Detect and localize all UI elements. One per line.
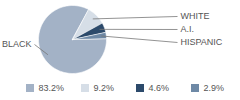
svg-text:BLACK: BLACK [2,39,32,49]
svg-text:4.6%: 4.6% [149,83,170,93]
svg-text:WHITE: WHITE [181,11,210,21]
svg-text:HISPANIC: HISPANIC [181,37,223,47]
svg-text:83.2%: 83.2% [39,83,65,93]
svg-text:A.I.: A.I. [181,24,195,34]
svg-text:2.9%: 2.9% [204,83,225,93]
svg-text:9.2%: 9.2% [94,83,115,93]
